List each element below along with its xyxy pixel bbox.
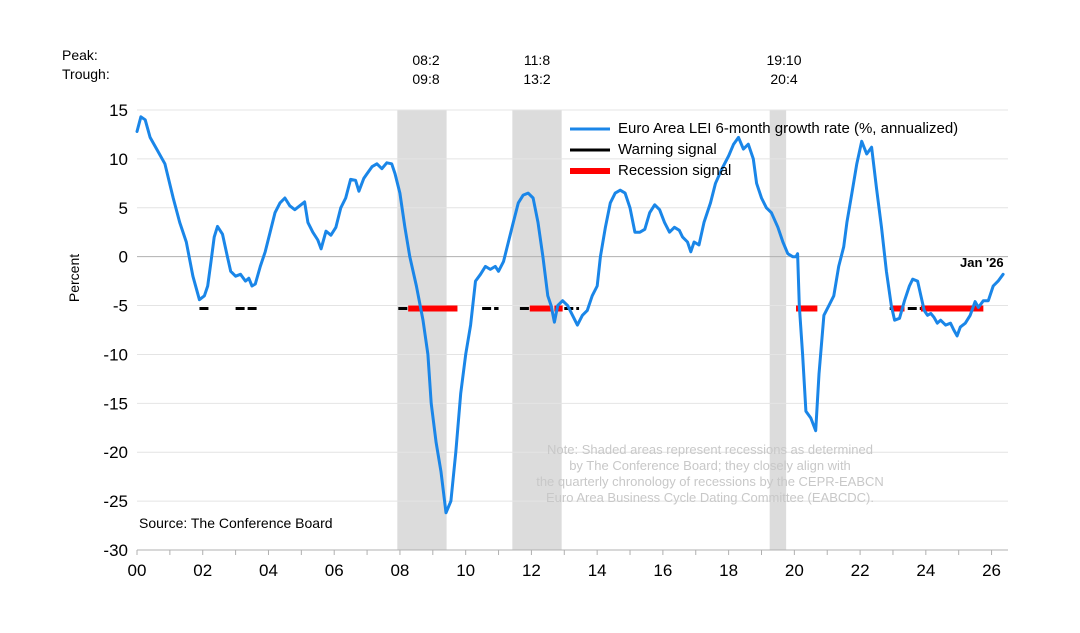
source-label: Source: The Conference Board (139, 515, 333, 531)
legend-swatch-lei (570, 127, 610, 130)
x-tick-label: 08 (390, 561, 409, 580)
y-tick-label: 10 (109, 150, 128, 169)
legend-label-recession: Recession signal (618, 162, 732, 179)
recession-2-peak: 11:8 (523, 52, 551, 68)
y-tick-label: 15 (109, 101, 128, 120)
legend-item-recession: Recession signal (570, 160, 958, 181)
x-tick-label: 26 (982, 561, 1001, 580)
x-tick-label: 14 (588, 561, 607, 580)
x-tick-label: 02 (193, 561, 212, 580)
recession-band-1 (397, 110, 447, 550)
note-line-1: Note: Shaded areas represent recessions … (547, 442, 873, 457)
peak-row-label: Peak: (62, 47, 98, 63)
x-tick-label: 06 (325, 561, 344, 580)
x-tick-label: 22 (851, 561, 870, 580)
recession-band-2 (512, 110, 562, 550)
x-tick-label: 04 (259, 561, 278, 580)
x-tick-label: 10 (456, 561, 475, 580)
y-tick-label: -25 (103, 492, 128, 511)
x-tick-label: 00 (128, 561, 147, 580)
note-line-4: Euro Area Business Cycle Dating Committe… (545, 490, 874, 505)
recession-2-trough: 13:2 (523, 71, 551, 87)
legend: Euro Area LEI 6-month growth rate (%, an… (570, 118, 958, 181)
note-line-2: by The Conference Board; they closely al… (569, 458, 851, 473)
x-tick-label: 24 (916, 561, 935, 580)
y-tick-label: 0 (119, 248, 128, 267)
legend-item-warning: Warning signal (570, 139, 958, 160)
legend-swatch-warning (570, 148, 610, 151)
lei-series-line (135, 115, 1005, 515)
y-tick-label: 5 (119, 199, 128, 218)
x-tick-label: 18 (719, 561, 738, 580)
x-tick-label: 12 (522, 561, 541, 580)
recession-3-peak: 19:10 (766, 52, 802, 68)
note-line-3: the quarterly chronology of recessions b… (536, 474, 884, 489)
latest-data-label: Jan '26 (960, 255, 1004, 270)
recession-1-trough: 09:8 (412, 71, 440, 87)
x-tick-label: 16 (653, 561, 672, 580)
legend-label-warning: Warning signal (618, 141, 717, 158)
legend-swatch-recession (570, 167, 610, 174)
y-tick-label: -15 (103, 394, 128, 413)
legend-label-lei: Euro Area LEI 6-month growth rate (%, an… (618, 120, 959, 137)
x-tick-label: 20 (785, 561, 804, 580)
recession-1-peak: 08:2 (412, 52, 440, 68)
y-tick-label: -20 (103, 443, 128, 462)
y-tick-label: -30 (103, 541, 128, 560)
y-tick-label: -5 (113, 297, 128, 316)
y-tick-label: -10 (103, 345, 128, 364)
recession-3-trough: 20:4 (770, 71, 798, 87)
legend-item-lei: Euro Area LEI 6-month growth rate (%, an… (570, 118, 958, 139)
trough-row-label: Trough: (62, 66, 110, 82)
y-axis-label: Percent (66, 253, 83, 303)
recession-note: Note: Shaded areas represent recessions … (500, 442, 920, 506)
